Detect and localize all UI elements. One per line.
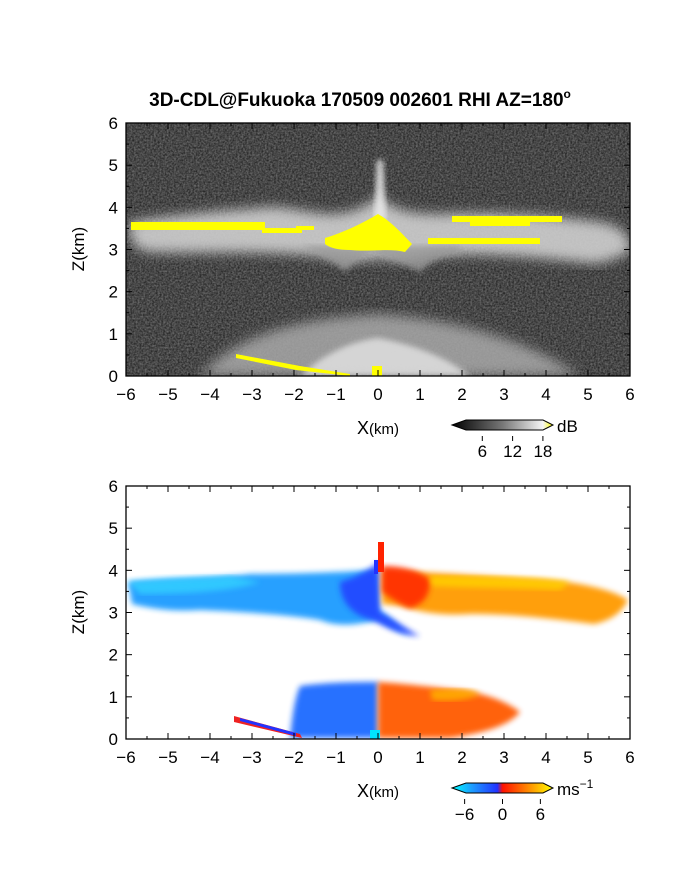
- colorbar-tick-label: 0: [498, 805, 507, 824]
- intensity-strong-echo: [131, 214, 562, 376]
- intensity-colorbar: dB 6 12 18: [450, 417, 578, 461]
- velocity-ground-negative: [290, 682, 378, 738]
- velocity-cloud-positive-yellow: [430, 576, 570, 590]
- y-tick-label: 5: [109, 156, 118, 175]
- velocity-colorbar: ms−1 −6 0 6: [450, 777, 594, 824]
- intensity-ground-core: [300, 338, 470, 376]
- x-tick-label: 4: [541, 385, 550, 404]
- y-tick-label: 4: [109, 198, 118, 217]
- velocity-plot-area: [126, 486, 630, 739]
- intensity-colorbar-bar: [450, 419, 555, 431]
- velocity-cloud-negative-dark: [340, 562, 420, 636]
- intensity-ylabel: Z(km): [69, 227, 88, 271]
- y-tick-label: 3: [109, 241, 118, 260]
- intensity-cloud-drip: [300, 246, 460, 272]
- x-tick-label: −6: [116, 748, 135, 767]
- y-tick-label: 6: [109, 114, 118, 133]
- velocity-colorbar-bar: [450, 782, 555, 794]
- x-tick-label: 0: [373, 385, 382, 404]
- x-tick-label: −5: [158, 748, 177, 767]
- x-tick-label: 2: [457, 748, 466, 767]
- x-tick-label: 3: [499, 385, 508, 404]
- colorbar-tick-label: 12: [503, 442, 522, 461]
- y-tick-label: 1: [109, 688, 118, 707]
- intensity-colorbar-unit: dB: [557, 417, 578, 436]
- x-tick-label: −1: [326, 385, 345, 404]
- x-tick-label: 5: [583, 385, 592, 404]
- intensity-xlabel: X(km): [357, 418, 399, 438]
- velocity-ground-cyan: [370, 730, 380, 739]
- y-tick-label: 2: [109, 646, 118, 665]
- y-tick-label: 5: [109, 519, 118, 538]
- x-tick-label: −2: [284, 385, 303, 404]
- colorbar-tick-label: 6: [478, 442, 487, 461]
- x-tick-label: 4: [541, 748, 550, 767]
- velocity-axes: −6 −5 −4 −3 −2 −1 0 1 2 3 4 5 6 0 1 2 3 4 5 6: [109, 477, 635, 767]
- x-tick-label: −4: [200, 385, 219, 404]
- y-tick-label: 4: [109, 561, 118, 580]
- velocity-ground-tail-blue: [240, 718, 296, 736]
- velocity-panel: −6 −5 −4 −3 −2 −1 0 1 2 3 4 5 6 0 1 2 3 4 5 6 Z(km) X(km) m…: [69, 477, 635, 824]
- colorbar-tick-label: −6: [455, 805, 474, 824]
- x-tick-label: −3: [242, 748, 261, 767]
- x-tick-label: 6: [625, 385, 634, 404]
- y-tick-label: 6: [109, 477, 118, 496]
- x-tick-label: −1: [326, 748, 345, 767]
- figure-title: 3D-CDL@Fukuoka 170509 002601 RHI AZ=180o: [149, 87, 571, 111]
- x-tick-label: −6: [116, 385, 135, 404]
- velocity-ylabel: Z(km): [69, 590, 88, 634]
- intensity-axes: −6 −5 −4 −3 −2 −1 0 1 2 3 4 5 6 0 1 2 3 4 5 6: [109, 114, 635, 404]
- x-tick-label: 1: [415, 748, 424, 767]
- x-tick-label: 6: [625, 748, 634, 767]
- velocity-colorbar-unit: ms−1: [557, 777, 594, 799]
- velocity-spike-blue: [374, 560, 378, 574]
- intensity-spike: [374, 160, 386, 220]
- velocity-ground-positive-yellow: [430, 688, 480, 701]
- x-tick-label: −5: [158, 385, 177, 404]
- y-tick-label: 2: [109, 283, 118, 302]
- colorbar-tick-label: 18: [533, 442, 552, 461]
- intensity-plot-area: [126, 123, 630, 376]
- x-tick-label: 1: [415, 385, 424, 404]
- velocity-ground-positive: [378, 682, 520, 738]
- y-tick-label: 3: [109, 604, 118, 623]
- x-tick-label: 3: [499, 748, 508, 767]
- velocity-cloud-negative-light: [128, 576, 260, 594]
- x-tick-label: −3: [242, 385, 261, 404]
- x-tick-label: 0: [373, 748, 382, 767]
- x-tick-label: −4: [200, 748, 219, 767]
- velocity-cloud-positive-red: [382, 566, 430, 608]
- velocity-spike: [378, 542, 384, 572]
- x-tick-label: 5: [583, 748, 592, 767]
- x-tick-label: 2: [457, 385, 466, 404]
- x-tick-label: −2: [284, 748, 303, 767]
- y-tick-label: 0: [109, 730, 118, 749]
- velocity-colorbar-ticks: −6 0 6: [455, 799, 545, 824]
- velocity-xlabel: X(km): [357, 781, 399, 801]
- intensity-colorbar-ticks: 6 12 18: [478, 436, 552, 461]
- y-tick-label: 0: [109, 367, 118, 386]
- y-tick-label: 1: [109, 325, 118, 344]
- colorbar-tick-label: 6: [536, 805, 545, 824]
